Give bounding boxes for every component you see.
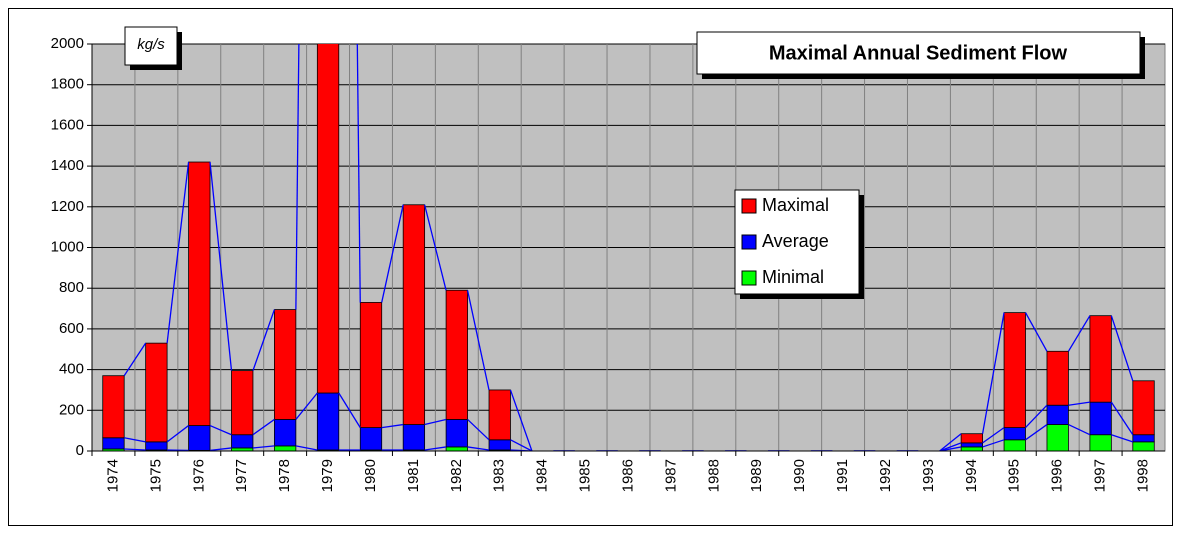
- bar-segment: [403, 425, 424, 450]
- legend-label: Minimal: [762, 267, 824, 287]
- unit-label: kg/s: [137, 36, 165, 53]
- x-tick-label: 1987: [662, 459, 679, 492]
- y-tick-label: 200: [59, 401, 84, 418]
- bar-segment: [360, 302, 381, 427]
- x-tick-label: 1980: [362, 459, 379, 492]
- x-tick-label: 1985: [577, 459, 594, 492]
- bar-segment: [446, 419, 467, 446]
- bar-segment: [1133, 435, 1154, 442]
- x-tick-label: 1990: [791, 459, 808, 492]
- x-tick-label: 1991: [834, 459, 851, 492]
- x-tick-label: 1995: [1006, 459, 1023, 492]
- legend-swatch: [742, 271, 756, 285]
- bar-segment: [274, 446, 295, 451]
- bar-segment: [189, 426, 210, 451]
- x-tick-label: 1988: [705, 459, 722, 492]
- y-tick-label: 800: [59, 279, 84, 296]
- bar-segment: [103, 376, 124, 438]
- x-tick-label: 1975: [147, 459, 164, 492]
- x-tick-label: 1974: [104, 459, 121, 492]
- y-tick-label: 1200: [51, 198, 84, 215]
- x-tick-label: 1996: [1049, 459, 1066, 492]
- chart-title: Maximal Annual Sediment Flow: [769, 42, 1068, 64]
- bar-segment: [274, 419, 295, 445]
- bar-segment: [274, 310, 295, 420]
- bar-segment: [489, 440, 510, 450]
- y-tick-label: 1400: [51, 157, 84, 174]
- bar-segment: [961, 443, 982, 447]
- bar-segment: [1133, 381, 1154, 435]
- x-tick-label: 1984: [534, 459, 551, 492]
- bar-segment: [189, 162, 210, 426]
- y-tick-label: 1600: [51, 116, 84, 133]
- legend-label: Maximal: [762, 195, 829, 215]
- bar-segment: [1047, 405, 1068, 424]
- bar-segment: [317, 393, 338, 450]
- y-tick-label: 600: [59, 320, 84, 337]
- x-tick-label: 1989: [748, 459, 765, 492]
- bar-segment: [317, 0, 338, 393]
- x-tick-label: 1981: [405, 459, 422, 492]
- x-tick-label: 1976: [190, 459, 207, 492]
- x-tick-label: 1992: [877, 459, 894, 492]
- x-tick-label: 1978: [276, 459, 293, 492]
- bar-segment: [961, 447, 982, 451]
- bar-segment: [146, 343, 167, 442]
- bar-segment: [1133, 442, 1154, 451]
- x-tick-label: 1979: [319, 459, 336, 492]
- bar-segment: [231, 371, 252, 435]
- bar-segment: [446, 447, 467, 451]
- x-tick-label: 1997: [1092, 459, 1109, 492]
- bar-segment: [231, 435, 252, 448]
- bar-segment: [489, 390, 510, 440]
- bar-segment: [403, 205, 424, 425]
- legend: Maximal Average Minimal: [742, 195, 829, 287]
- y-tick-label: 400: [59, 361, 84, 378]
- bar-segment: [1047, 425, 1068, 451]
- bar-segment: [146, 442, 167, 450]
- bar-segment: [961, 434, 982, 443]
- bar-segment: [103, 438, 124, 449]
- x-tick-label: 1993: [920, 459, 937, 492]
- x-tick-label: 1983: [491, 459, 508, 492]
- bar-segment: [1090, 316, 1111, 402]
- x-tick-label: 1986: [619, 459, 636, 492]
- bar-segment: [360, 428, 381, 450]
- legend-swatch: [742, 199, 756, 213]
- legend-swatch: [742, 235, 756, 249]
- legend-label: Average: [762, 231, 829, 251]
- bar-segment: [1047, 351, 1068, 405]
- bar-segment: [1004, 428, 1025, 440]
- y-tick-label: 2000: [51, 35, 84, 52]
- bar-segment: [446, 290, 467, 419]
- bar-segment: [1090, 402, 1111, 435]
- y-tick-label: 1000: [51, 238, 84, 255]
- y-tick-label: 1800: [51, 76, 84, 93]
- x-tick-label: 1998: [1135, 459, 1152, 492]
- x-tick-label: 1977: [233, 459, 250, 492]
- y-tick-label: 0: [76, 442, 84, 459]
- bar-segment: [1004, 440, 1025, 451]
- bar-segment: [1090, 435, 1111, 451]
- bar-segment: [1004, 313, 1025, 428]
- x-tick-label: 1982: [448, 459, 465, 492]
- x-tick-label: 1994: [963, 459, 980, 492]
